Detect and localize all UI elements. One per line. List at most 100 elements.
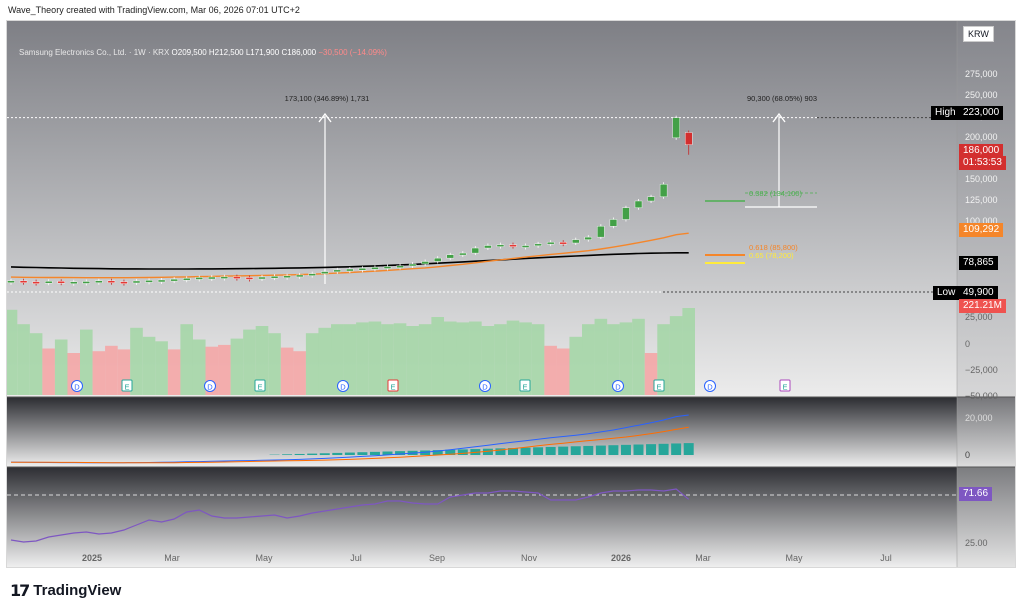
candle-body <box>534 243 542 247</box>
ticker-name: Samsung Electronics Co., Ltd. · 1W · KRX <box>19 48 170 57</box>
candle-body <box>383 266 392 269</box>
tradingview-logo-text: TradingView <box>33 582 122 599</box>
macd-histogram-bar <box>533 447 544 455</box>
time-axis-label: 2026 <box>611 553 631 563</box>
macd-axis-tick: 20,000 <box>965 413 993 423</box>
chart-credit: Wave_Theory created with TradingView.com… <box>8 5 300 15</box>
candle-body <box>597 225 605 238</box>
macd-histogram-bar <box>595 445 606 455</box>
ticker-low: L171,900 <box>245 48 280 57</box>
volume-osc-bar <box>531 324 545 395</box>
price-axis-tick: 150,000 <box>965 174 998 184</box>
volume-osc-bar <box>243 329 256 395</box>
ticker-change: −30,500 (−14.09%) <box>318 48 387 57</box>
ticker-open: O209,500 <box>171 48 207 57</box>
candle-body <box>195 277 203 280</box>
earnings-marker-icon <box>254 379 266 392</box>
earnings-marker-icon <box>519 379 531 392</box>
time-axis-label: Mar <box>164 553 180 563</box>
event-marker-label: D <box>707 383 713 392</box>
volume-osc-bar <box>594 318 608 395</box>
volume-osc-bar <box>54 339 68 395</box>
price-axis-tick: 100,000 <box>965 216 998 226</box>
candle-body <box>245 277 254 280</box>
candle-body <box>182 278 191 281</box>
dividend-marker-icon <box>479 380 491 392</box>
volume-osc-bar <box>569 336 583 395</box>
volume-osc-bar <box>544 345 557 395</box>
candle-body <box>521 245 530 248</box>
volume-osc-bar <box>192 339 206 395</box>
macd-histogram-bar <box>495 448 506 455</box>
volume-osc-bar <box>105 345 118 395</box>
high-value-tag: 223,000 <box>959 106 1004 120</box>
earnings-marker-icon <box>121 379 133 392</box>
volume-osc-bar <box>318 327 332 395</box>
fib-065-label: 0.65 (78,200) <box>749 251 794 260</box>
volume-osc-bar <box>7 309 18 395</box>
tradingview-logo[interactable]: 17 TradingView <box>10 581 121 600</box>
earnings-marker-icon <box>653 379 665 392</box>
volume-osc-bar <box>29 333 43 395</box>
chart-canvas[interactable]: 275,000250,000225,000200,000175,000150,0… <box>7 21 1016 568</box>
volume-osc-bar <box>92 351 106 395</box>
candle-body <box>107 280 116 283</box>
candle-body <box>546 241 555 245</box>
time-axis-label: Jul <box>880 553 892 563</box>
macd-histogram-bar <box>395 451 406 455</box>
rsi-tag: 71.66 <box>959 487 993 501</box>
candle-body <box>496 244 505 247</box>
event-marker-label: E <box>782 383 787 392</box>
volume-osc-bar <box>494 324 507 395</box>
volume-osc-bar <box>669 316 683 395</box>
macd-histogram-bar <box>282 454 293 455</box>
chart-frame[interactable]: 275,000250,000225,000200,000175,000150,0… <box>6 20 1016 568</box>
macd-histogram-bar <box>307 453 318 455</box>
osc-axis-tick: 25,000 <box>965 312 993 322</box>
macd-histogram-bar <box>369 451 380 455</box>
candle-body <box>32 281 40 284</box>
macd-signal-line <box>11 426 689 464</box>
volume-osc-bar <box>619 322 633 395</box>
volume-osc-bar <box>230 338 244 395</box>
volume-osc-bar <box>155 341 168 395</box>
time-axis-label: 2025 <box>82 553 102 563</box>
macd-histogram-bar <box>570 446 581 455</box>
volume-osc-bar <box>305 333 319 395</box>
volume-osc-bar <box>393 323 407 395</box>
dividend-marker-icon <box>612 380 624 392</box>
currency-badge[interactable]: KRW <box>963 26 994 42</box>
macd-histogram-bar <box>508 448 518 455</box>
macd-histogram-bar <box>432 450 443 455</box>
osc-axis-tick: −50,000 <box>965 391 998 401</box>
volume-osc-bar <box>368 321 382 395</box>
right-measure-label: 90,300 (68.05%) 903 <box>747 94 817 103</box>
osc-axis-tick: 0 <box>965 339 970 349</box>
candle-body <box>572 239 580 244</box>
candle-body <box>82 281 91 284</box>
candle-body <box>145 280 153 283</box>
volume-osc-bar <box>519 322 532 395</box>
right-measure-arrowhead <box>772 112 786 123</box>
macd-histogram-bar <box>294 453 305 455</box>
event-marker-label: D <box>482 383 488 392</box>
left-measure-arrowhead <box>318 112 332 123</box>
osc-axis-tick: −25,000 <box>965 365 998 375</box>
macd-histogram-bar <box>633 444 644 455</box>
candle-body <box>19 280 28 283</box>
volume-osc-bar <box>556 348 570 395</box>
candle-body <box>70 281 78 285</box>
volume-osc-bar <box>632 318 645 395</box>
candle-body <box>321 271 329 274</box>
macd-axis-tick: 0 <box>965 450 970 460</box>
time-axis-label: May <box>785 553 803 563</box>
price-axis-tick: 250,000 <box>965 90 998 100</box>
macd-histogram-bar <box>357 452 368 455</box>
candle-body <box>220 276 229 279</box>
macd-histogram-bar <box>445 449 456 455</box>
fib-green-label: 0.382 (134,100) <box>749 189 802 198</box>
volume-osc-bar <box>582 324 595 395</box>
candle-body <box>559 241 567 245</box>
event-marker-label: E <box>656 383 661 392</box>
low-label: Low <box>933 286 960 300</box>
